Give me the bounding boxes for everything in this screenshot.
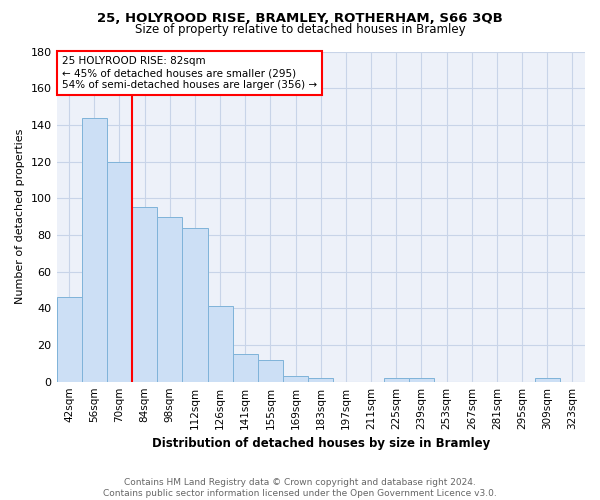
Bar — [82, 118, 107, 382]
Bar — [409, 378, 434, 382]
Text: Size of property relative to detached houses in Bramley: Size of property relative to detached ho… — [134, 22, 466, 36]
Text: 25, HOLYROOD RISE, BRAMLEY, ROTHERHAM, S66 3QB: 25, HOLYROOD RISE, BRAMLEY, ROTHERHAM, S… — [97, 12, 503, 26]
Text: Contains HM Land Registry data © Crown copyright and database right 2024.
Contai: Contains HM Land Registry data © Crown c… — [103, 478, 497, 498]
Y-axis label: Number of detached properties: Number of detached properties — [15, 129, 25, 304]
Bar — [132, 208, 157, 382]
X-axis label: Distribution of detached houses by size in Bramley: Distribution of detached houses by size … — [152, 437, 490, 450]
Bar — [535, 378, 560, 382]
Bar — [258, 360, 283, 382]
Bar — [308, 378, 334, 382]
Bar — [107, 162, 132, 382]
Bar — [56, 298, 82, 382]
Bar — [283, 376, 308, 382]
Bar — [182, 228, 208, 382]
Bar — [208, 306, 233, 382]
Bar — [157, 216, 182, 382]
Text: 25 HOLYROOD RISE: 82sqm
← 45% of detached houses are smaller (295)
54% of semi-d: 25 HOLYROOD RISE: 82sqm ← 45% of detache… — [62, 56, 317, 90]
Bar — [233, 354, 258, 382]
Bar — [383, 378, 409, 382]
